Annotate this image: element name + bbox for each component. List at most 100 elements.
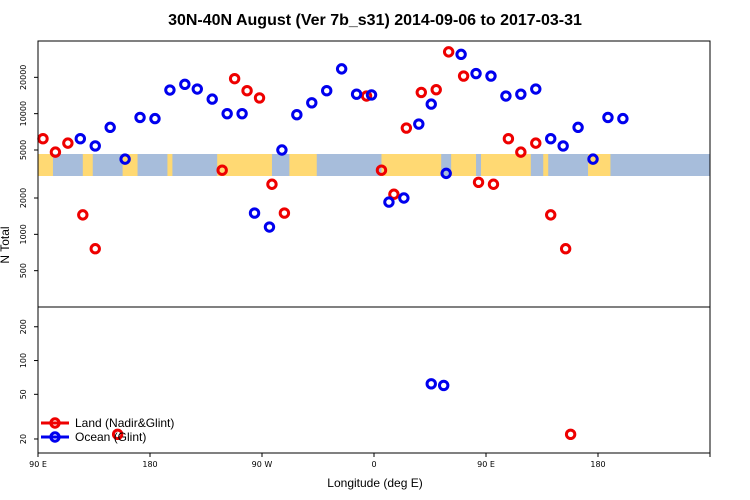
land-point-upper (62, 137, 74, 149)
ocean-point-upper (236, 107, 248, 120)
map-land-10 (588, 154, 611, 176)
legend-land-marker (49, 417, 61, 429)
ocean-point-upper (179, 78, 191, 91)
land-point-upper (278, 207, 291, 219)
x-tick-label: 90 E (477, 460, 495, 469)
ocean-point-upper (572, 121, 584, 134)
ocean-point-upper (617, 112, 629, 125)
legend-land-label: Land (Nadir&Glint) (75, 416, 174, 430)
upper-y-tick-label: 500 (19, 263, 28, 278)
map-land-5 (289, 154, 317, 176)
ocean-point-upper (440, 167, 452, 180)
data-points (37, 46, 629, 441)
upper-y-tick-label: 1000 (19, 224, 28, 244)
land-point-upper (89, 243, 101, 255)
chart-title: 30N-40N August (Ver 7b_s31) 2014-09-06 t… (168, 12, 582, 29)
world-map-strip (38, 154, 710, 176)
x-tick-label: 90 W (252, 460, 273, 469)
ocean-point-upper (425, 98, 437, 110)
ocean-point-upper (104, 121, 116, 134)
land-point-upper (400, 122, 413, 134)
ocean-point-lower (425, 378, 437, 390)
ocean-point-upper (485, 70, 497, 82)
land-point-upper (216, 164, 228, 176)
land-point-upper (430, 83, 442, 96)
map-ocean (38, 154, 710, 176)
map-land-3 (167, 154, 173, 176)
x-tick-label: 90 E (29, 460, 47, 469)
land-point-upper (77, 209, 89, 221)
x-axis: 90 E 180 90 W 0 90 E 180 (29, 453, 711, 469)
ocean-point-upper (291, 109, 303, 121)
legend-ocean-label: Ocean (Glint) (75, 430, 146, 444)
land-point-upper (457, 70, 470, 82)
map-land-4 (217, 154, 272, 176)
ocean-point-upper (221, 107, 233, 120)
land-point-upper (241, 84, 253, 97)
upper-y-tick-label: 5000 (19, 140, 28, 160)
ocean-point-upper (530, 83, 542, 95)
x-tick-label: 180 (142, 460, 157, 469)
land-point-upper (266, 178, 278, 190)
land-point-upper (253, 92, 266, 104)
land-point-lower (564, 428, 577, 441)
land-point-upper (472, 176, 485, 188)
ocean-point-upper (455, 48, 467, 61)
ocean-point-upper (164, 84, 176, 96)
map-land-2 (122, 154, 138, 176)
ocean-point-upper (365, 89, 378, 101)
ocean-point-upper (149, 112, 161, 125)
upper-y-tick-label: 10000 (19, 101, 28, 126)
land-point-upper (442, 46, 455, 58)
ocean-point-upper (89, 140, 101, 152)
land-point-upper (545, 209, 557, 221)
map-land-6 (381, 154, 442, 176)
ocean-point-upper (335, 63, 348, 75)
x-axis-label: Longitude (deg E) (327, 476, 422, 490)
land-point-upper (487, 178, 500, 190)
ocean-point-upper (557, 140, 569, 152)
ocean-point-upper (602, 111, 614, 124)
plot-frame (37, 40, 711, 454)
ocean-point-upper (413, 118, 425, 130)
ocean-point-upper (248, 207, 261, 219)
ocean-point-upper (134, 111, 146, 124)
ocean-point-upper (74, 133, 87, 145)
ocean-point-upper (350, 88, 363, 100)
land-point-upper (49, 146, 62, 158)
ocean-point-upper (383, 196, 395, 208)
map-land-8 (481, 154, 531, 176)
land-point-upper (559, 243, 572, 255)
lower-y-tick-label: 100 (19, 353, 28, 368)
map-land-9 (543, 154, 549, 176)
upper-y-axis: 500 1000 2000 5000 10000 20000 (19, 65, 38, 278)
ocean-point-upper (206, 93, 218, 105)
ocean-point-upper (321, 84, 333, 97)
ocean-point-upper (398, 192, 410, 204)
ocean-point-upper (119, 153, 131, 165)
ocean-point-upper (500, 90, 512, 102)
land-point-lower (111, 428, 124, 441)
ocean-point-lower (437, 379, 450, 392)
ocean-point-upper (263, 221, 276, 233)
x-tick-label: 180 (590, 460, 605, 469)
upper-y-tick-label: 20000 (19, 65, 28, 90)
land-point-upper (360, 90, 373, 102)
ocean-point-upper (587, 153, 599, 165)
ocean-point-upper (515, 88, 527, 100)
map-land-7 (451, 154, 477, 176)
legend: Land (Nadir&Glint) Ocean (Glint) (41, 416, 174, 444)
land-point-upper (37, 133, 49, 145)
ocean-point-upper (545, 133, 557, 145)
land-point-upper (530, 137, 542, 149)
land-point-upper (502, 133, 515, 145)
lower-y-tick-label: 50 (19, 389, 28, 399)
land-point-upper (515, 146, 527, 158)
y-axis-label: N Total (0, 226, 12, 263)
upper-y-tick-label: 2000 (19, 188, 28, 208)
ocean-point-upper (191, 83, 203, 95)
land-point-upper (388, 188, 400, 200)
ocean-point-upper (306, 97, 318, 109)
ocean-point-upper (470, 67, 482, 80)
